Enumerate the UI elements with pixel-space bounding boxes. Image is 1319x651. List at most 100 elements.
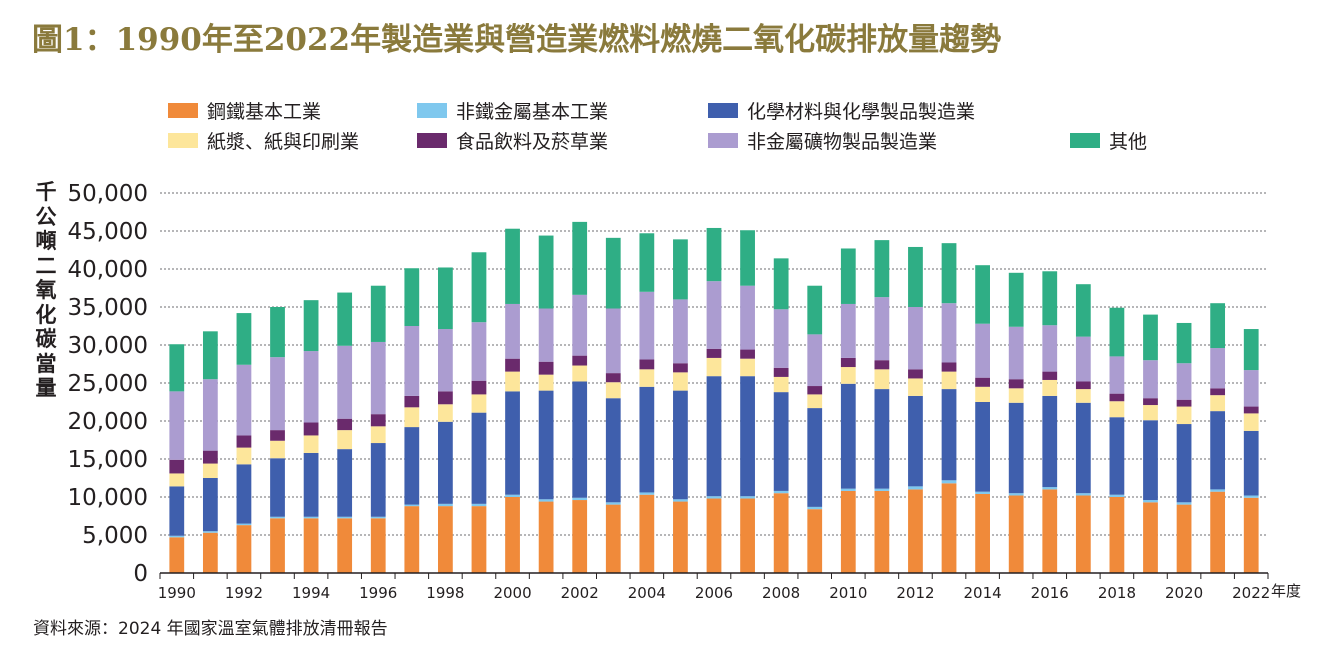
bar-segment (840, 490, 856, 573)
bar-segment (505, 358, 520, 372)
y-tick-label: 40,000 (68, 257, 148, 283)
y-tick-label: 30,000 (68, 333, 148, 359)
y-tick-label: 50,000 (68, 181, 148, 207)
x-tick-label: 1996 (359, 584, 397, 602)
bar-segment (572, 497, 588, 501)
bar-segment (303, 351, 319, 423)
bar-segment (1042, 371, 1058, 380)
x-tick-label: 2022 (1232, 584, 1270, 602)
bar-segment (807, 285, 823, 335)
bar-segment (941, 371, 957, 390)
legend-label-paper: 紙漿、紙與印刷業 (207, 131, 360, 153)
bar-segment (975, 323, 990, 378)
bar-segment (975, 377, 990, 387)
bar-segment (1008, 493, 1024, 496)
bar-segment (1143, 314, 1158, 361)
x-tick-label: 2008 (762, 584, 800, 602)
bar-segment (538, 374, 554, 391)
bar-segment (1243, 497, 1259, 573)
bar-segment (1176, 502, 1192, 505)
bar-segment (236, 523, 252, 526)
bar-segment (673, 299, 688, 364)
bar-segment (572, 294, 588, 356)
bar-segment (169, 391, 185, 460)
bar-segment (1109, 307, 1125, 357)
chart-title: 圖1：1990年至2022年製造業與營造業燃料燃燒二氧化碳排放量趨勢 (32, 22, 1002, 58)
bar-segment (337, 418, 353, 431)
bar-segment (908, 369, 923, 379)
bar-segment (370, 341, 386, 415)
bar-segment (538, 501, 554, 573)
bar-segment (202, 531, 218, 533)
bar-segment (270, 430, 285, 441)
bar-segment (236, 313, 252, 365)
bar-segment (908, 378, 923, 396)
bar-segment (438, 404, 453, 422)
bar-segment (706, 348, 722, 358)
legend-swatch-other (1070, 133, 1100, 148)
bar-segment (639, 291, 655, 360)
bar-segment (337, 345, 353, 419)
bar-segment (404, 504, 420, 507)
bar-segment (1008, 495, 1024, 573)
bar-segment (572, 221, 588, 295)
bar-segment (404, 395, 420, 408)
bar-segment (639, 494, 655, 573)
x-tick-label: 2012 (896, 584, 934, 602)
bar-segment (605, 308, 621, 374)
bar-segment (673, 499, 688, 502)
bar-segment (471, 412, 487, 504)
bar-segment (438, 329, 453, 392)
bar-segment (236, 464, 252, 524)
bar-segment (639, 492, 655, 495)
bar-segment (874, 297, 890, 361)
legend-item-nonmetallic: 非金屬礦物製品製造業 (708, 127, 937, 154)
bar-segment (236, 364, 252, 436)
bar-segment (202, 532, 218, 573)
bar-segment (874, 488, 890, 491)
bar-segment (572, 500, 588, 573)
bar-segment (908, 489, 923, 573)
bar-segment (538, 308, 554, 362)
bar-segment (1042, 271, 1058, 326)
bar-segment (169, 473, 185, 487)
bar-segment (807, 506, 823, 510)
bar-segment (673, 239, 688, 300)
bar-segment (438, 506, 453, 573)
x-tick-label: 2018 (1098, 584, 1136, 602)
bar-segment (471, 322, 487, 381)
bar-segment (202, 450, 218, 464)
bar-segment (740, 498, 755, 573)
x-tick-label: 1990 (158, 584, 196, 602)
bar-segment (673, 363, 688, 373)
bar-segment (202, 478, 218, 532)
bar-segment (404, 427, 420, 505)
bar-segment (706, 496, 722, 499)
x-tick-label: 2002 (561, 584, 599, 602)
bar-segment (1109, 497, 1125, 573)
bar-segment (505, 303, 520, 359)
bar-segment (1008, 379, 1024, 389)
x-tick-label: 2004 (628, 584, 666, 602)
y-tick-label: 15,000 (68, 447, 148, 473)
bar-segment (639, 369, 655, 387)
bar-segment (337, 518, 353, 573)
x-tick-label: 1998 (426, 584, 464, 602)
bar-segment (908, 395, 923, 487)
bar-segment (773, 392, 789, 491)
bar-segment (1143, 420, 1158, 501)
bar-segment (639, 386, 655, 493)
bar-segment (404, 407, 420, 428)
bar-segment (538, 235, 554, 309)
bar-segment (202, 379, 218, 451)
bar-segment (471, 380, 487, 395)
bar-segment (438, 391, 453, 405)
bar-segment (572, 381, 588, 498)
legend-item-other: 其他 (1070, 127, 1147, 154)
bar-segment (1210, 388, 1226, 396)
bar-segment (370, 285, 386, 342)
bar-segment (438, 267, 453, 330)
bar-segment (438, 503, 453, 507)
bar-segment (471, 394, 487, 413)
bar-segment (740, 285, 755, 350)
